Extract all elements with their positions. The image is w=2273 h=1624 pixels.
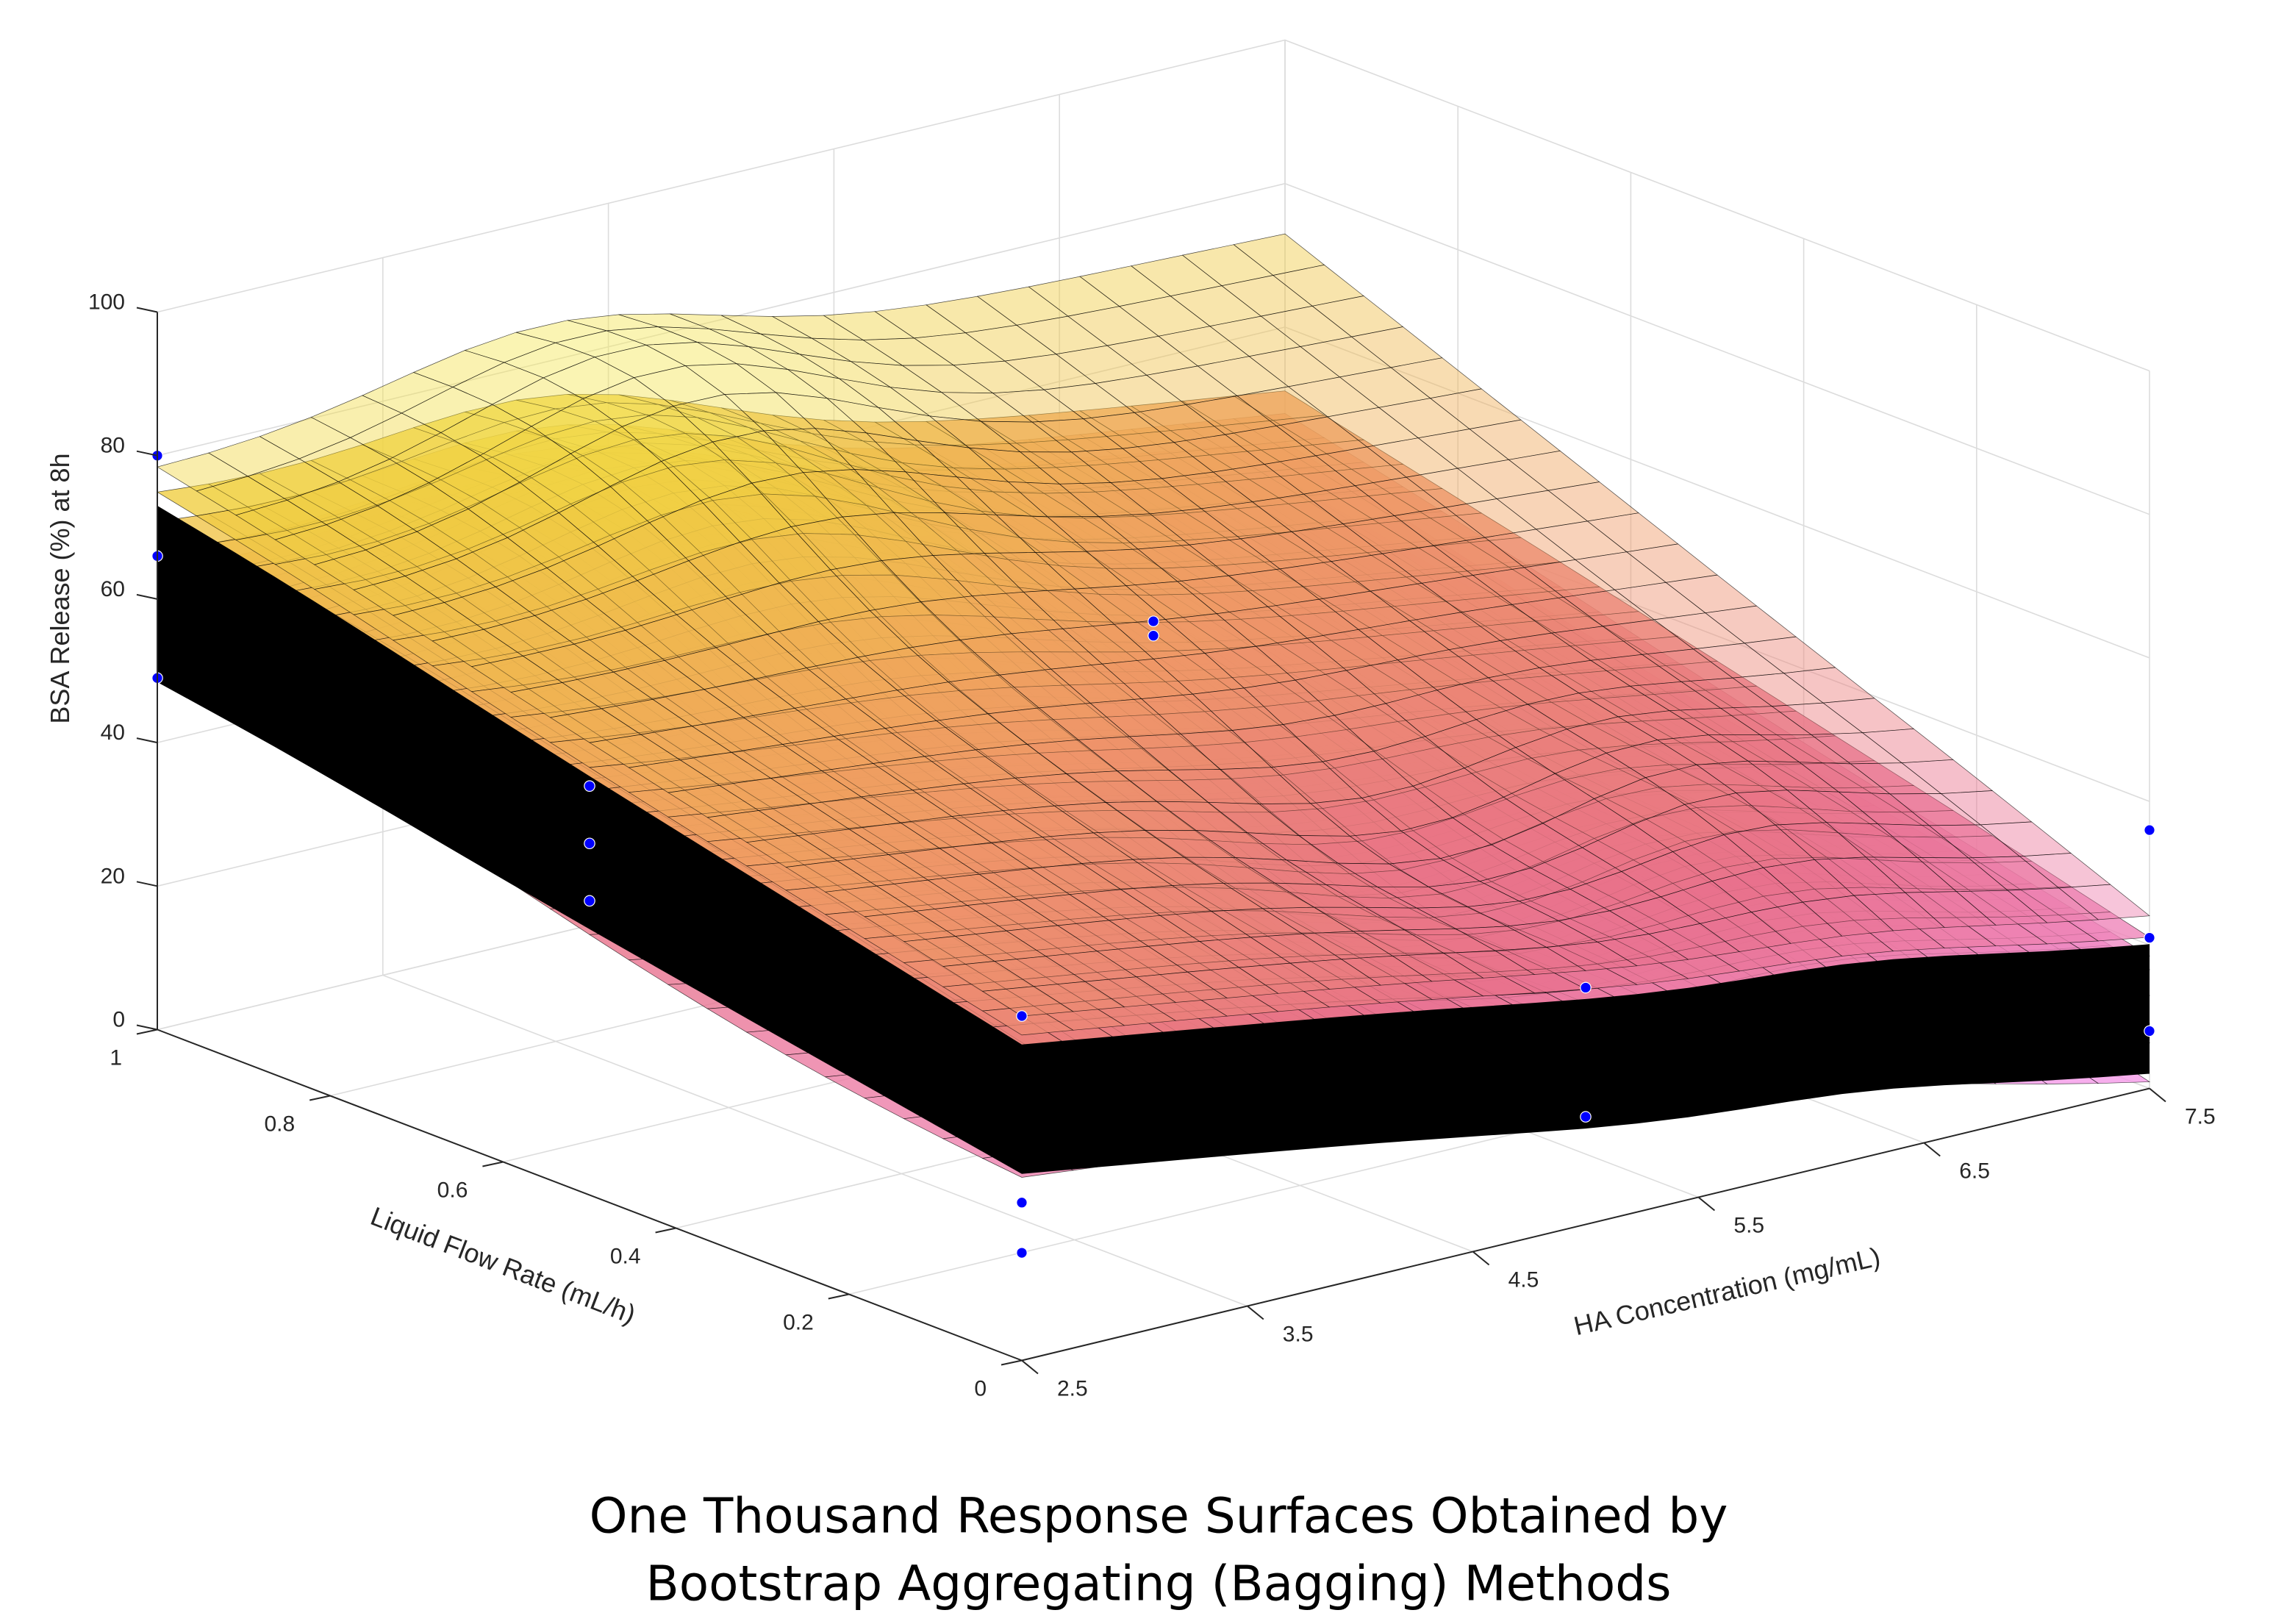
z-tick xyxy=(136,881,158,887)
observed-point xyxy=(2144,1025,2155,1037)
z-tick-label: 20 xyxy=(101,864,125,888)
observed-point xyxy=(1148,629,1159,642)
x-tick-label: 7.5 xyxy=(2185,1105,2216,1129)
observed-point xyxy=(1016,1196,1028,1209)
y-tick-label: 0.4 xyxy=(610,1245,641,1269)
y-tick-label: 0 xyxy=(974,1377,987,1401)
z-tick xyxy=(136,593,158,600)
x-tick xyxy=(1472,1251,1490,1266)
chart-title-line-1: One Thousand Response Surfaces Obtained … xyxy=(590,1488,1728,1545)
x-tick xyxy=(1923,1142,1941,1157)
observed-point xyxy=(584,780,595,792)
y-tick-label: 1 xyxy=(110,1046,122,1070)
y-tick xyxy=(482,1161,504,1167)
z-tick-label: 40 xyxy=(101,720,125,745)
z-tick-label: 0 xyxy=(112,1008,125,1032)
y-axis-label: Liquid Flow Rate (mL/h) xyxy=(367,1201,640,1329)
y-tick xyxy=(1001,1359,1023,1366)
z-tick xyxy=(136,1024,158,1031)
z-tick xyxy=(136,737,158,744)
x-tick xyxy=(2149,1087,2166,1103)
observed-point xyxy=(1016,1247,1028,1259)
x-axis-label: HA Concentration (mg/mL) xyxy=(1571,1241,1883,1341)
y-tick-label: 0.8 xyxy=(264,1112,295,1137)
gridline-floor-x xyxy=(382,974,1248,1307)
observed-point xyxy=(1016,1010,1028,1022)
y-tick-label: 0.6 xyxy=(437,1178,468,1203)
y-tick xyxy=(828,1293,850,1300)
observed-point xyxy=(1580,981,1592,994)
x-tick xyxy=(1247,1305,1264,1320)
observed-point xyxy=(1580,1111,1592,1123)
x-tick xyxy=(1697,1196,1716,1212)
x-tick-label: 4.5 xyxy=(1508,1268,1539,1292)
observed-point xyxy=(584,837,595,850)
x-tick-label: 3.5 xyxy=(1283,1323,1314,1347)
z-tick xyxy=(136,307,158,313)
x-tick-label: 5.5 xyxy=(1733,1214,1764,1238)
x-tick-label: 6.5 xyxy=(1959,1159,1990,1184)
response-surfaces xyxy=(156,233,2151,1178)
observed-point xyxy=(2144,931,2155,944)
chart-title-line-2: Bootstrap Aggregating (Bagging) Methods xyxy=(645,1556,1671,1612)
z-tick-label: 80 xyxy=(101,434,125,458)
x-tick-label: 2.5 xyxy=(1057,1377,1088,1401)
z-tick-label: 100 xyxy=(88,290,125,315)
observed-point xyxy=(584,895,595,907)
observed-point xyxy=(2144,824,2155,836)
y-tick-label: 0.2 xyxy=(783,1311,814,1335)
y-tick xyxy=(136,1029,158,1035)
z-axis-label: BSA Release (%) at 8h xyxy=(45,453,75,723)
x-tick xyxy=(1021,1359,1039,1375)
y-tick xyxy=(309,1095,331,1101)
y-tick xyxy=(655,1227,676,1234)
z-tick-label: 60 xyxy=(101,577,125,601)
observed-point xyxy=(1148,615,1159,627)
